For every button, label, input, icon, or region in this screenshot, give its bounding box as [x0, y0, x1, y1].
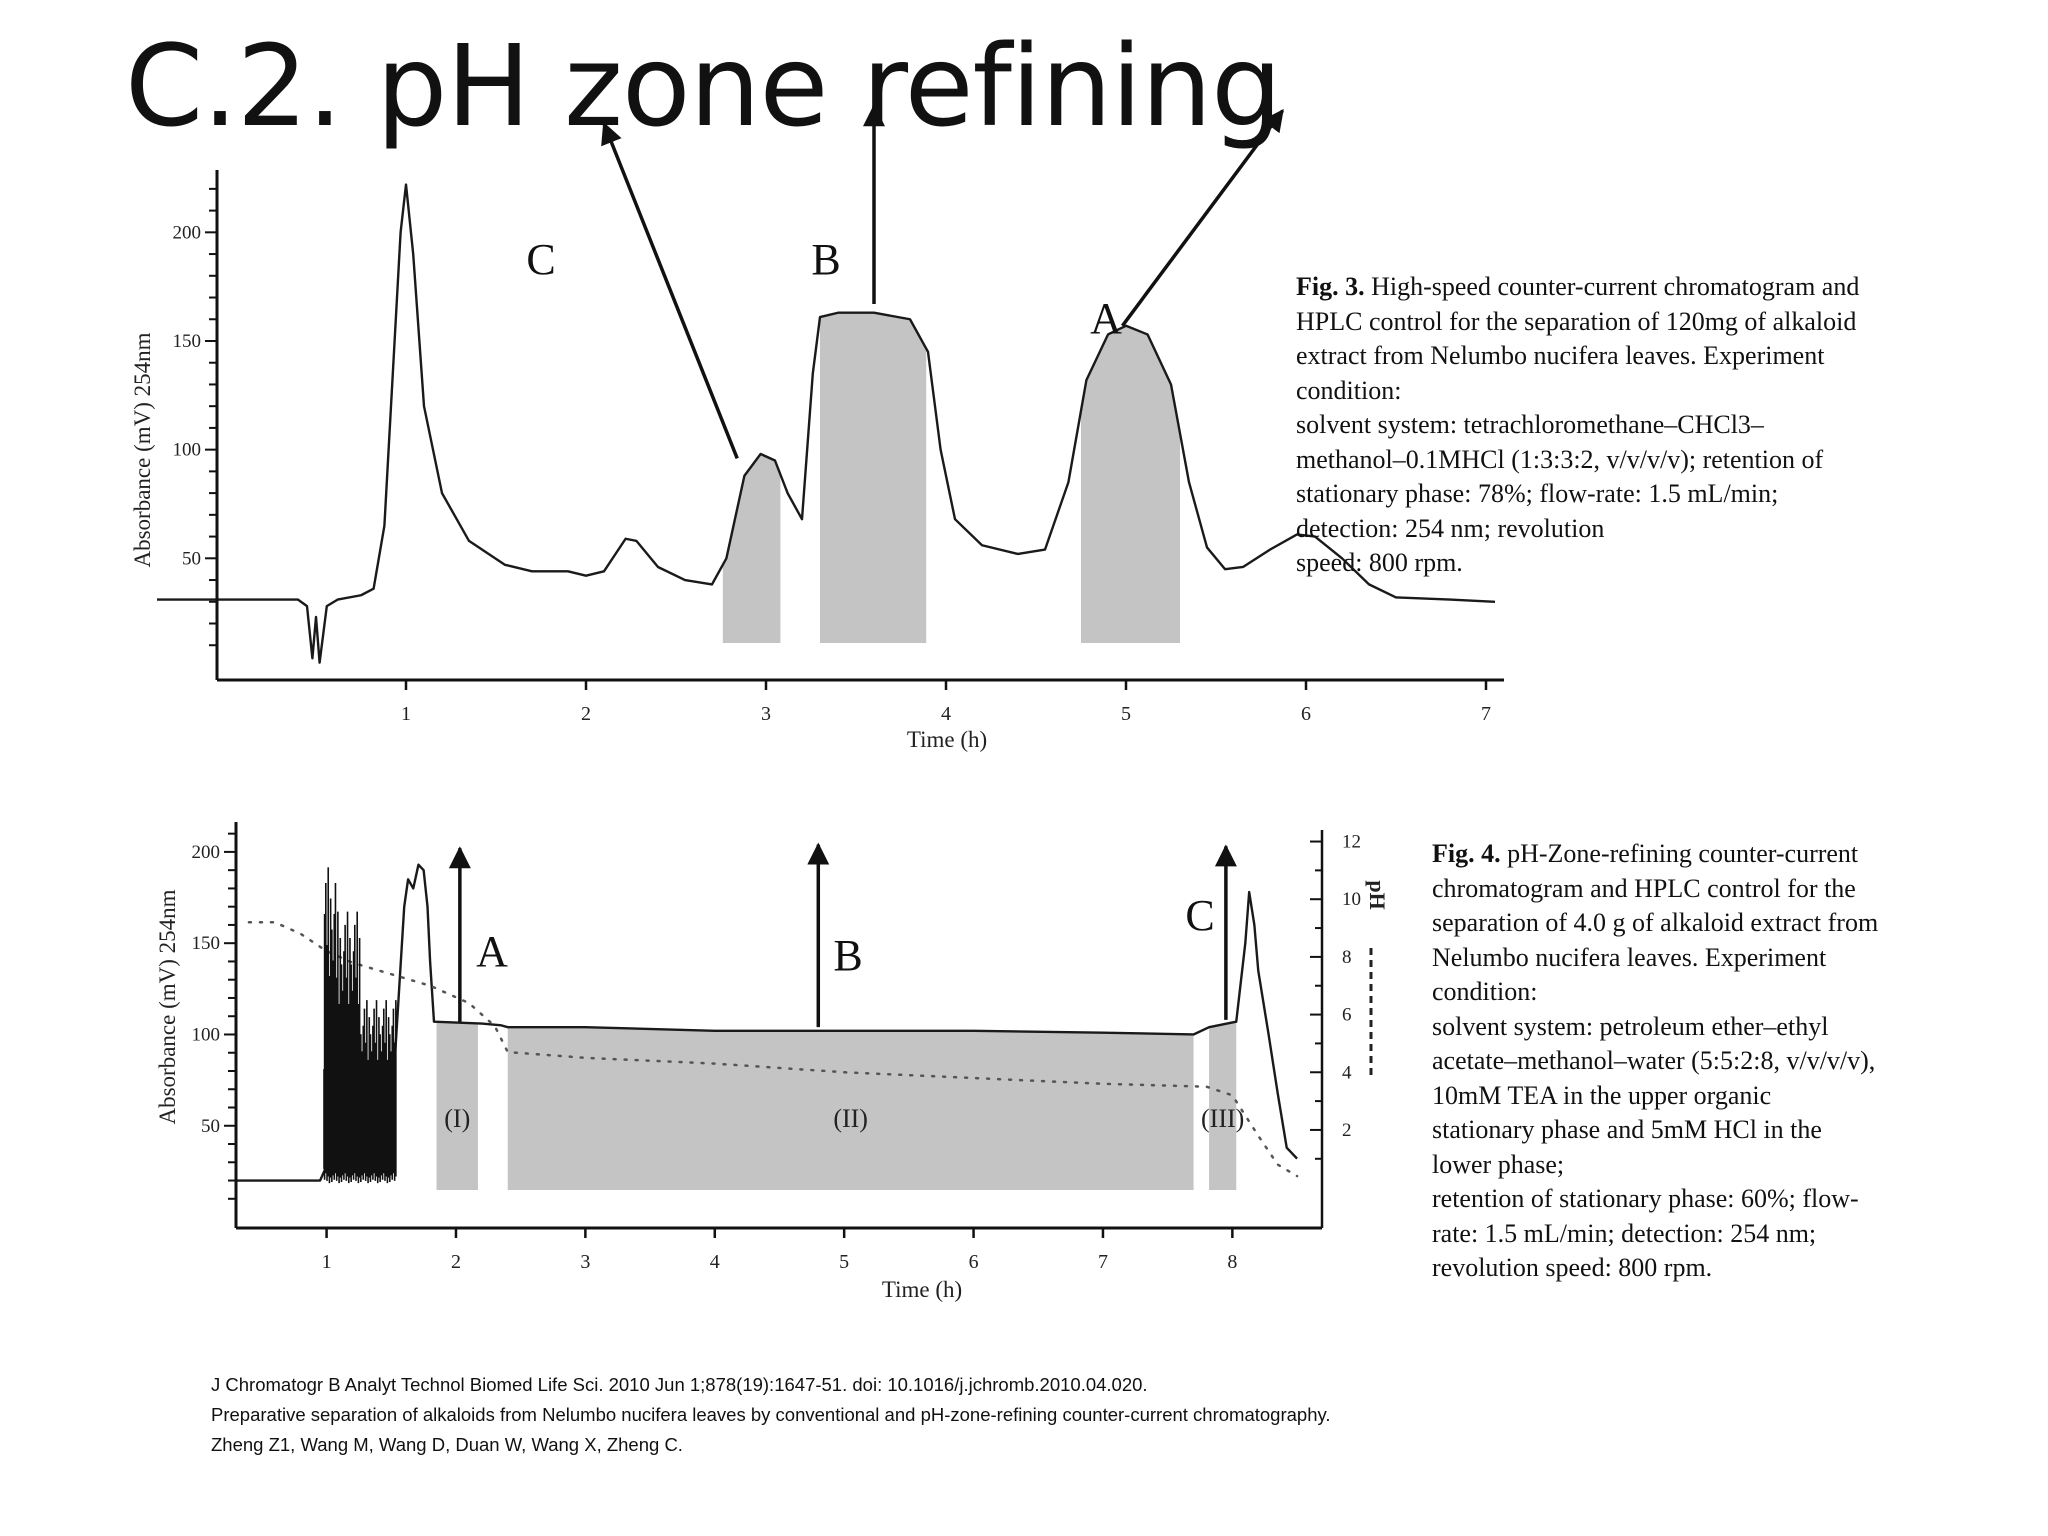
shaded-fraction-3 [1081, 325, 1180, 643]
annotation-label-b: B [811, 235, 840, 284]
fig3-caption-label: Fig. 3. [1296, 272, 1365, 301]
fig4-caption-line-11: rate: 1.5 mL/min; detection: 254 nm; [1432, 1218, 1817, 1248]
y2-axis-label: pH [1365, 880, 1390, 909]
x-tick-label: 3 [761, 703, 771, 725]
annotation-label-b: B [833, 931, 862, 980]
y-tick-label: 50 [201, 1116, 220, 1137]
y-axis-label: Absorbance (mV) 254nm [130, 332, 155, 567]
reference-title: Preparative separation of alkaloids from… [211, 1404, 1331, 1425]
fig4-caption-line-6: acetate–methanol–water (5:5:2:8, v/v/v/v… [1432, 1046, 1876, 1075]
fig4-caption-line-4: condition: [1432, 977, 1538, 1006]
y-tick-label: 50 [182, 548, 201, 569]
fig4-caption-line-7: 10mM TEA in the upper organic [1432, 1080, 1772, 1110]
fig3-caption-line-5: methanol–0.1MHCl (1:3:3:2, v/v/v/v); ret… [1296, 444, 1824, 474]
x-tick-label: 5 [1121, 703, 1131, 725]
fig4-caption-line-8: stationary phase and 5mM HCl in the [1432, 1115, 1822, 1144]
fig4-caption-label: Fig. 4. [1432, 839, 1501, 868]
fraction-label-1: (I) [444, 1104, 470, 1133]
fig3-caption-line-7: detection: 254 nm; revolution [1296, 513, 1605, 543]
shaded-fraction-1 [722, 454, 781, 643]
fig4-caption-line-3: Nelumbo nucifera leaves. Experiment [1432, 942, 1827, 972]
y2-tick-label: 8 [1342, 947, 1352, 968]
fig3-caption-line-8: speed: 800 rpm. [1296, 548, 1463, 577]
reference-citation: J Chromatogr B Analyt Technol Biomed Lif… [211, 1374, 1148, 1395]
x-tick-label: 6 [969, 1251, 979, 1273]
x-tick-label: 4 [710, 1251, 720, 1273]
fig3-caption-line-0: Fig. 3. High-speed counter-current chrom… [1296, 272, 1860, 301]
x-tick-label: 7 [1098, 1251, 1108, 1273]
fig3-caption-line-3: condition: [1296, 375, 1402, 405]
x-tick-label: 4 [941, 703, 951, 725]
y-tick-label: 200 [192, 842, 221, 863]
y-tick-label: 200 [173, 222, 202, 243]
shaded-fraction-2 [507, 1027, 1194, 1190]
x-tick-label: 8 [1227, 1251, 1237, 1273]
y-tick-label: 100 [173, 440, 202, 461]
fig4-caption: Fig. 4. pH-Zone-refining counter-current… [1432, 837, 2032, 1286]
x-tick-label: 6 [1301, 703, 1311, 725]
fig4-caption-line-2: separation of 4.0 g of alkaloid extract … [1432, 908, 1879, 937]
shaded-fraction-2 [820, 312, 927, 643]
y-tick-label: 150 [173, 331, 202, 352]
shaded-fraction-1 [436, 1021, 478, 1190]
chart-1: 50 100 150 200 1 2 3 4 5 6 7 Time (h) Absorbance (mV… [130, 104, 1504, 752]
fig4-caption-line-1: chromatogram and HPLC control for the [1432, 873, 1856, 903]
x-tick-label: 3 [580, 1251, 590, 1273]
y2-tick-label: 4 [1342, 1062, 1352, 1083]
x-tick-label: 2 [451, 1251, 461, 1273]
fig4-caption-line-10: retention of stationary phase: 60%; flow… [1432, 1184, 1859, 1213]
fig4-caption-line-0: Fig. 4. pH-Zone-refining counter-current [1432, 839, 1859, 868]
fig4-caption-line-9: lower phase; [1432, 1149, 1565, 1179]
x-tick-label: 5 [839, 1251, 849, 1273]
y-tick-label: 150 [192, 933, 221, 954]
noise-region [323, 867, 397, 1184]
fig4-caption-line-12: revolution speed: 800 rpm. [1432, 1253, 1713, 1282]
shaded-fraction-3 [1209, 1021, 1237, 1190]
x-tick-label: 2 [581, 703, 591, 725]
y2-tick-label: 6 [1342, 1005, 1352, 1026]
annotation-label-c: C [526, 235, 555, 284]
fig4-caption-line-5: solvent system: petroleum ether–ethyl [1432, 1011, 1829, 1041]
absorbance-trace [157, 183, 1496, 664]
fraction-label-3: (III) [1201, 1104, 1244, 1133]
fig3-caption-line-2: extract from Nelumbo nucifera leaves. Ex… [1296, 341, 1825, 370]
x-axis-label: Time (h) [907, 727, 987, 752]
reference-authors: Zheng Z1, Wang M, Wang D, Duan W, Wang X… [211, 1434, 683, 1455]
x-tick-label: 7 [1481, 703, 1491, 725]
y2-tick-label: 2 [1342, 1120, 1352, 1141]
y-tick-label: 100 [192, 1024, 221, 1045]
fig3-caption-line-6: stationary phase: 78%; flow-rate: 1.5 mL… [1296, 479, 1779, 508]
annotation-arrow-a [1120, 109, 1285, 327]
annotation-label-a: A [476, 927, 508, 976]
annotation-label-a: A [1090, 294, 1122, 343]
x-tick-label: 1 [401, 703, 411, 725]
fraction-label-2: (II) [833, 1104, 868, 1133]
annotation-arrow-c [601, 121, 739, 459]
x-axis-label: Time (h) [882, 1277, 962, 1302]
y2-tick-label: 12 [1342, 832, 1361, 853]
fig3-caption-line-1: HPLC control for the separation of 120mg… [1296, 306, 1857, 336]
slide-title: C.2. pH zone refining [125, 22, 1282, 152]
references: J Chromatogr B Analyt Technol Biomed Lif… [211, 1370, 1331, 1460]
fig3-caption: Fig. 3. High-speed counter-current chrom… [1296, 270, 1956, 581]
x-tick-label: 1 [322, 1251, 332, 1273]
annotation-label-c: C [1185, 891, 1214, 940]
y2-tick-label: 10 [1342, 889, 1361, 910]
fig3-caption-line-4: solvent system: tetrachloromethane–CHCl3… [1296, 410, 1764, 439]
y-axis-label: Absorbance (mV) 254nm [155, 889, 180, 1124]
